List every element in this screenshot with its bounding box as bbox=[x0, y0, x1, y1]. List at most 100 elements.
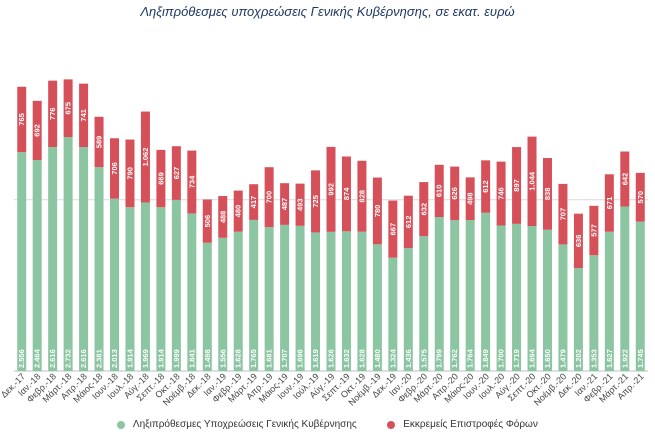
data-label-arrears: 1.650 bbox=[543, 349, 552, 368]
bar-segment-arrears bbox=[233, 231, 243, 371]
bar-segment-arrears bbox=[372, 244, 382, 371]
bar-segment-arrears bbox=[295, 225, 305, 371]
data-label-tax-refunds: 570 bbox=[636, 191, 645, 204]
bar-segment-tax-refunds bbox=[94, 116, 104, 168]
data-label-arrears: 2.381 bbox=[95, 349, 104, 368]
bar-segment-tax-refunds bbox=[434, 164, 444, 218]
bar-segment-tax-refunds bbox=[140, 111, 150, 203]
data-label-arrears: 1.202 bbox=[574, 349, 583, 368]
bar-segment-arrears bbox=[434, 217, 444, 371]
bar-segment-arrears bbox=[542, 229, 552, 371]
bar-segment-arrears bbox=[156, 207, 166, 371]
bar-segment-tax-refunds bbox=[542, 158, 552, 230]
data-label-arrears: 1.480 bbox=[373, 349, 382, 368]
data-label-tax-refunds: 480 bbox=[234, 205, 243, 218]
bar-segment-tax-refunds bbox=[171, 146, 181, 200]
data-label-arrears: 1.619 bbox=[311, 349, 320, 368]
legend-marker-red bbox=[387, 420, 396, 429]
bar-segment-tax-refunds bbox=[388, 200, 398, 258]
bar-segment-tax-refunds bbox=[218, 196, 228, 238]
bar-segment-arrears bbox=[341, 231, 351, 371]
data-label-tax-refunds: 1.044 bbox=[528, 171, 537, 191]
data-label-tax-refunds: 506 bbox=[203, 215, 212, 228]
legend-item-series-1[interactable]: Ληξιπρόθεσμες Υποχρεώσεις Γενικής Κυβέρν… bbox=[117, 419, 357, 430]
data-label-arrears: 1.700 bbox=[497, 349, 506, 368]
bar-segment-arrears bbox=[32, 160, 42, 371]
data-label-tax-refunds: 636 bbox=[574, 235, 583, 248]
bar-segment-arrears bbox=[202, 242, 212, 371]
data-label-tax-refunds: 765 bbox=[17, 113, 26, 126]
bar-segment-tax-refunds bbox=[326, 146, 336, 232]
data-label-tax-refunds: 667 bbox=[388, 223, 397, 236]
data-label-arrears: 1.479 bbox=[558, 349, 567, 368]
bar-segment-arrears bbox=[187, 213, 197, 371]
bar-segment-tax-refunds bbox=[110, 138, 120, 199]
bar-segment-tax-refunds bbox=[635, 172, 645, 222]
bar-segment-arrears bbox=[79, 147, 89, 371]
data-label-tax-refunds: 626 bbox=[450, 187, 459, 200]
bar-segment-arrears bbox=[264, 227, 274, 371]
data-label-arrears: 2.464 bbox=[33, 348, 42, 368]
data-label-tax-refunds: 1.062 bbox=[141, 148, 150, 167]
bar-segment-tax-refunds bbox=[264, 167, 274, 228]
bar-segment-arrears bbox=[171, 199, 181, 371]
bar-segment-tax-refunds bbox=[512, 147, 522, 224]
chart-title: Ληξιπρόθεσμες υποχρεώσεις Γενικής Κυβέρν… bbox=[140, 4, 515, 19]
bar-segment-arrears bbox=[63, 137, 73, 371]
data-label-tax-refunds: 589 bbox=[95, 136, 104, 149]
bar-segment-tax-refunds bbox=[465, 177, 475, 221]
bar-segment-arrears bbox=[620, 206, 630, 371]
data-label-tax-refunds: 642 bbox=[620, 173, 629, 186]
data-label-arrears: 1.914 bbox=[125, 348, 134, 368]
data-label-arrears: 1.969 bbox=[141, 349, 150, 368]
bar-segment-arrears bbox=[125, 207, 135, 371]
data-label-tax-refunds: 632 bbox=[419, 203, 428, 216]
data-label-arrears: 1.745 bbox=[636, 349, 645, 368]
bar-segment-arrears bbox=[110, 198, 120, 371]
bar-segment-tax-refunds bbox=[620, 151, 630, 207]
data-label-tax-refunds: 780 bbox=[373, 205, 382, 218]
bar-segment-arrears bbox=[388, 257, 398, 371]
data-label-tax-refunds: 488 bbox=[218, 211, 227, 224]
data-label-tax-refunds: 612 bbox=[404, 216, 413, 229]
bar-segment-tax-refunds bbox=[357, 160, 367, 232]
data-label-arrears: 1.627 bbox=[605, 349, 614, 368]
data-label-arrears: 2.616 bbox=[48, 349, 57, 368]
bar-segment-tax-refunds bbox=[589, 205, 599, 256]
legend-item-series-2[interactable]: Εκκρεμείς Επιστροφές Φόρων bbox=[387, 419, 538, 430]
bar-segment-tax-refunds bbox=[63, 79, 73, 138]
data-label-tax-refunds: 610 bbox=[435, 185, 444, 198]
bars-layer bbox=[17, 79, 645, 371]
data-label-tax-refunds: 838 bbox=[543, 188, 552, 201]
data-label-arrears: 1.841 bbox=[187, 349, 196, 368]
data-label-tax-refunds: 417 bbox=[249, 196, 258, 209]
data-labels-layer: 2.556 765 2.464 692 2.616 776 2.732 675 2.616 741… bbox=[17, 102, 645, 368]
data-label-tax-refunds: 669 bbox=[156, 172, 165, 185]
data-label-tax-refunds: 776 bbox=[48, 108, 57, 121]
data-label-arrears: 1.681 bbox=[265, 349, 274, 368]
bar-segment-arrears bbox=[280, 224, 290, 371]
bar-segment-tax-refunds bbox=[527, 136, 537, 226]
bar-segment-arrears bbox=[311, 232, 321, 371]
data-label-arrears: 1.626 bbox=[327, 349, 336, 368]
bar-segment-tax-refunds bbox=[32, 100, 42, 161]
data-label-arrears: 1.707 bbox=[280, 349, 289, 368]
data-label-tax-refunds: 692 bbox=[33, 124, 42, 137]
data-label-tax-refunds: 746 bbox=[497, 187, 506, 200]
data-label-arrears: 1.324 bbox=[388, 348, 397, 368]
bar-segment-tax-refunds bbox=[79, 83, 89, 148]
bar-segment-arrears bbox=[635, 221, 645, 371]
data-label-tax-refunds: 675 bbox=[64, 102, 73, 115]
bar-segment-tax-refunds bbox=[496, 161, 506, 226]
data-label-arrears: 1.762 bbox=[450, 349, 459, 368]
x-tick-labels-layer: Δεκ.-17Ιαν.-18Φεβρ.-18Μάρτ.-18Απρ.-18Μάι… bbox=[0, 371, 646, 407]
bar-segment-tax-refunds bbox=[604, 174, 614, 232]
data-label-arrears: 1.632 bbox=[342, 349, 351, 368]
bar-segment-tax-refunds bbox=[48, 80, 58, 148]
bar-segment-arrears bbox=[558, 244, 568, 371]
data-label-tax-refunds: 874 bbox=[342, 187, 351, 200]
data-label-tax-refunds: 487 bbox=[280, 198, 289, 211]
data-label-arrears: 1.719 bbox=[512, 349, 521, 368]
bar-segment-arrears bbox=[357, 231, 367, 371]
data-label-arrears: 1.556 bbox=[218, 349, 227, 368]
